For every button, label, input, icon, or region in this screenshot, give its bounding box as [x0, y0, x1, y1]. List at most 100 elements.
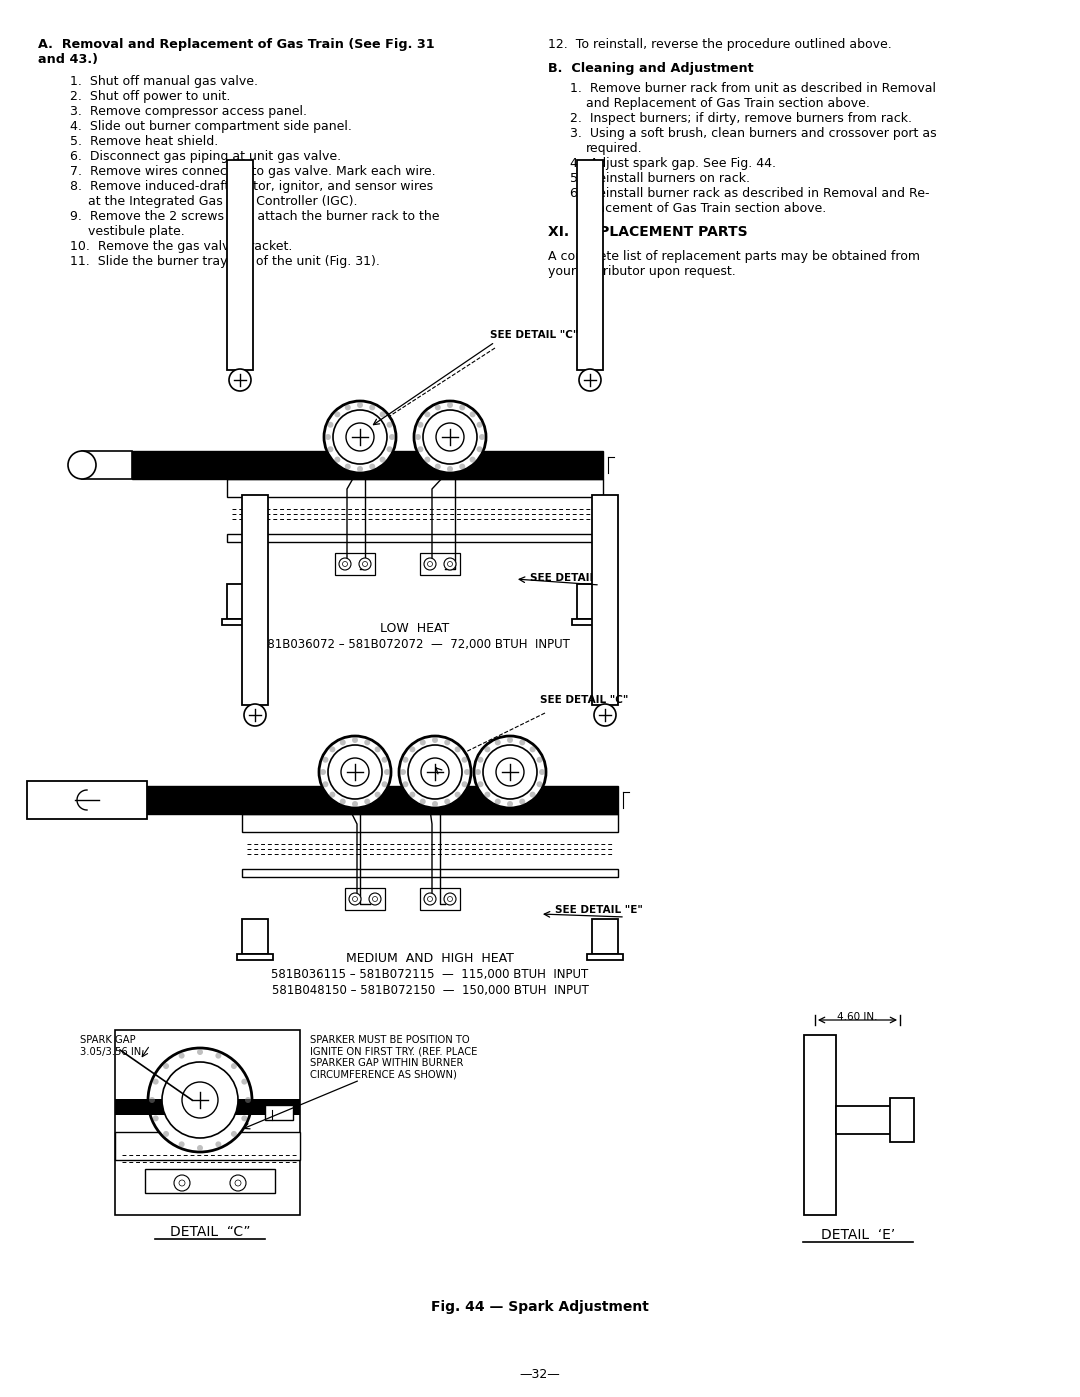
- Circle shape: [477, 757, 484, 763]
- Circle shape: [333, 409, 387, 464]
- Bar: [804, 1035, 836, 1215]
- Circle shape: [363, 562, 367, 567]
- Circle shape: [444, 557, 456, 570]
- Circle shape: [381, 781, 388, 788]
- Circle shape: [328, 745, 382, 799]
- Text: SEE DETAIL "C": SEE DETAIL "C": [490, 330, 579, 339]
- Circle shape: [230, 1175, 246, 1192]
- Text: placement of Gas Train section above.: placement of Gas Train section above.: [586, 203, 826, 215]
- Bar: [345, 888, 384, 909]
- Bar: [227, 584, 253, 619]
- Circle shape: [495, 739, 501, 746]
- Bar: [890, 1098, 914, 1141]
- Circle shape: [215, 1141, 221, 1147]
- Circle shape: [149, 1097, 156, 1104]
- Circle shape: [476, 422, 483, 427]
- Circle shape: [423, 409, 477, 464]
- Text: DETAIL  ‘E’: DETAIL ‘E’: [821, 1228, 895, 1242]
- Circle shape: [152, 1115, 159, 1122]
- Circle shape: [424, 893, 436, 905]
- Bar: [242, 814, 618, 833]
- Circle shape: [484, 746, 490, 753]
- Circle shape: [432, 738, 438, 743]
- Bar: [147, 787, 618, 814]
- Circle shape: [178, 1141, 185, 1147]
- Bar: [242, 919, 268, 954]
- Bar: [572, 619, 608, 624]
- Circle shape: [345, 405, 351, 411]
- Circle shape: [352, 897, 357, 901]
- Circle shape: [420, 799, 426, 805]
- Bar: [145, 1169, 275, 1193]
- Text: 1.  Remove burner rack from unit as described in Removal: 1. Remove burner rack from unit as descr…: [570, 82, 936, 95]
- Circle shape: [241, 1078, 247, 1084]
- Text: 8.  Remove induced-draft motor, ignitor, and sensor wires: 8. Remove induced-draft motor, ignitor, …: [70, 180, 433, 193]
- Bar: [335, 553, 375, 576]
- Circle shape: [480, 434, 485, 440]
- Text: vestibule plate.: vestibule plate.: [87, 225, 185, 237]
- Circle shape: [369, 405, 375, 411]
- Circle shape: [387, 422, 392, 427]
- Circle shape: [68, 451, 96, 479]
- Circle shape: [424, 557, 436, 570]
- Circle shape: [519, 739, 525, 746]
- Circle shape: [384, 768, 390, 775]
- Text: SPARKER MUST BE POSITION TO
IGNITE ON FIRST TRY. (REF. PLACE
SPARKER GAP WITHIN : SPARKER MUST BE POSITION TO IGNITE ON FI…: [310, 1035, 477, 1080]
- Bar: [227, 534, 603, 542]
- Circle shape: [174, 1175, 190, 1192]
- Circle shape: [529, 792, 536, 798]
- Bar: [227, 479, 603, 497]
- Text: 6.  Reinstall burner rack as described in Removal and Re-: 6. Reinstall burner rack as described in…: [570, 187, 930, 200]
- Bar: [114, 1132, 300, 1160]
- Bar: [420, 888, 460, 909]
- Circle shape: [320, 768, 326, 775]
- Bar: [227, 161, 253, 370]
- Bar: [132, 451, 603, 479]
- Circle shape: [424, 457, 430, 462]
- Bar: [420, 553, 460, 576]
- Circle shape: [342, 562, 348, 567]
- Bar: [836, 1106, 908, 1134]
- Bar: [132, 451, 603, 479]
- Circle shape: [579, 369, 600, 391]
- Circle shape: [389, 434, 395, 440]
- Circle shape: [455, 746, 461, 753]
- Circle shape: [327, 446, 334, 453]
- Circle shape: [352, 738, 357, 743]
- Circle shape: [357, 467, 363, 472]
- Circle shape: [529, 746, 536, 753]
- Circle shape: [414, 401, 486, 474]
- Circle shape: [364, 799, 370, 805]
- Circle shape: [341, 759, 369, 787]
- Circle shape: [324, 401, 396, 474]
- Circle shape: [418, 446, 423, 453]
- Circle shape: [409, 746, 416, 753]
- Bar: [27, 781, 147, 819]
- Circle shape: [483, 745, 537, 799]
- Text: 4.  Adjust spark gap. See Fig. 44.: 4. Adjust spark gap. See Fig. 44.: [570, 156, 777, 170]
- Circle shape: [507, 738, 513, 743]
- Circle shape: [229, 369, 251, 391]
- Circle shape: [477, 781, 484, 788]
- Circle shape: [245, 1097, 251, 1104]
- Text: and 43.): and 43.): [38, 53, 98, 66]
- Text: 4.  Slide out burner compartment side panel.: 4. Slide out burner compartment side pan…: [70, 120, 352, 133]
- Circle shape: [455, 792, 461, 798]
- Circle shape: [444, 799, 450, 805]
- Circle shape: [519, 799, 525, 805]
- Circle shape: [496, 759, 524, 787]
- Text: 11.  Slide the burner tray out of the unit (Fig. 31).: 11. Slide the burner tray out of the uni…: [70, 256, 380, 268]
- Text: XI.  REPLACEMENT PARTS: XI. REPLACEMENT PARTS: [548, 225, 747, 239]
- Circle shape: [418, 422, 423, 427]
- Circle shape: [231, 1063, 237, 1069]
- Bar: [265, 1105, 293, 1120]
- Circle shape: [444, 739, 450, 746]
- Circle shape: [447, 562, 453, 567]
- Circle shape: [163, 1063, 170, 1069]
- Circle shape: [340, 739, 346, 746]
- Circle shape: [323, 757, 328, 763]
- Circle shape: [461, 781, 468, 788]
- Circle shape: [403, 781, 408, 788]
- Circle shape: [339, 557, 351, 570]
- Text: 1.  Shut off manual gas valve.: 1. Shut off manual gas valve.: [70, 75, 258, 88]
